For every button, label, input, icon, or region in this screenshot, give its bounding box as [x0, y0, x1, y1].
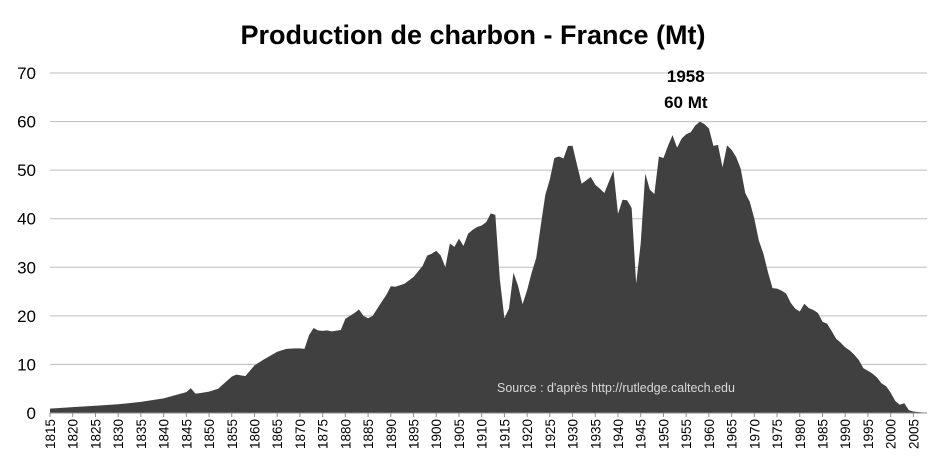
y-tick-label-30: 30 — [17, 258, 36, 277]
x-tick-label-1895: 1895 — [407, 419, 422, 449]
x-tick-label-1890: 1890 — [384, 419, 399, 449]
x-tick-label-1830: 1830 — [111, 419, 126, 449]
x-tick-label-1950: 1950 — [656, 419, 671, 449]
x-tick-label-1935: 1935 — [588, 419, 603, 449]
x-tick-label-2000: 2000 — [884, 419, 899, 449]
x-tick-label-1915: 1915 — [497, 419, 512, 449]
x-tick-label-1955: 1955 — [679, 419, 694, 449]
x-tick-label-1980: 1980 — [793, 419, 808, 449]
peak-annotation-value: 60 Mt — [664, 93, 708, 112]
x-tick-label-1865: 1865 — [270, 419, 285, 449]
x-tick-label-1930: 1930 — [566, 419, 581, 449]
x-tick-label-1850: 1850 — [202, 419, 217, 449]
x-tick-label-1855: 1855 — [225, 419, 240, 449]
x-tick-label-1970: 1970 — [747, 419, 762, 449]
x-tick-label-1990: 1990 — [838, 419, 853, 449]
y-tick-label-10: 10 — [17, 355, 36, 374]
x-tick-label-1815: 1815 — [43, 419, 58, 449]
x-tick-label-1870: 1870 — [293, 419, 308, 449]
x-tick-label-1925: 1925 — [543, 419, 558, 449]
x-tick-label-1835: 1835 — [134, 419, 149, 449]
y-tick-label-20: 20 — [17, 307, 36, 326]
x-tick-label-1825: 1825 — [88, 419, 103, 449]
x-tick-label-1885: 1885 — [361, 419, 376, 449]
x-tick-label-1905: 1905 — [452, 419, 467, 449]
x-tick-label-1945: 1945 — [634, 419, 649, 449]
x-tick-label-1965: 1965 — [725, 419, 740, 449]
x-tick-label-2005: 2005 — [906, 419, 921, 449]
x-tick-label-1820: 1820 — [66, 419, 81, 449]
x-tick-label-1940: 1940 — [611, 419, 626, 449]
y-tick-label-40: 40 — [17, 210, 36, 229]
x-axis-tick-labels: 1815 1820 1825 1830 1835 1840 1845 1850 1855 1860… — [43, 413, 921, 449]
x-tick-label-1995: 1995 — [861, 419, 876, 449]
x-tick-label-1875: 1875 — [316, 419, 331, 449]
source-note: Source : d'après http://rutledge.caltech… — [497, 381, 735, 395]
x-tick-label-1840: 1840 — [157, 419, 172, 449]
chart-title: Production de charbon - France (Mt) — [240, 20, 705, 50]
x-tick-label-1920: 1920 — [520, 419, 535, 449]
x-tick-label-1880: 1880 — [338, 419, 353, 449]
x-tick-label-1845: 1845 — [179, 419, 194, 449]
y-tick-label-50: 50 — [17, 161, 36, 180]
y-tick-label-70: 70 — [17, 64, 36, 83]
y-tick-label-60: 60 — [17, 113, 36, 132]
x-tick-label-1985: 1985 — [815, 419, 830, 449]
y-axis-tick-labels: 0 10 20 30 40 50 60 70 — [17, 64, 36, 423]
x-tick-label-1960: 1960 — [702, 419, 717, 449]
y-tick-label-0: 0 — [27, 404, 36, 423]
x-tick-label-1900: 1900 — [429, 419, 444, 449]
x-tick-label-1910: 1910 — [475, 419, 490, 449]
peak-annotation-year: 1958 — [667, 67, 705, 86]
coal-production-area — [50, 121, 927, 413]
x-tick-label-1975: 1975 — [770, 419, 785, 449]
x-tick-label-1860: 1860 — [247, 419, 262, 449]
